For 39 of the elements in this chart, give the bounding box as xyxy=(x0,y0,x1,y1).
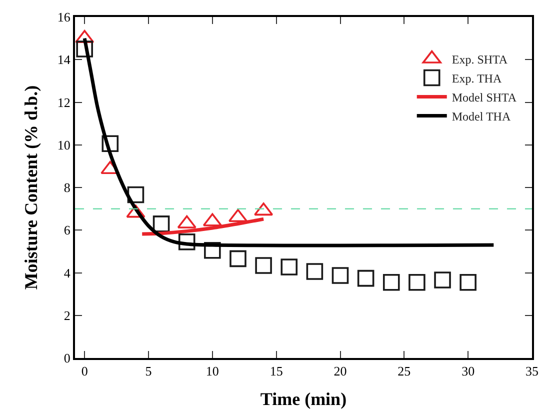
y-axis-title: Moisture Content (% d.b.) xyxy=(21,85,42,290)
legend-label: Model THA xyxy=(452,109,511,124)
y-tick-label: 4 xyxy=(64,265,71,280)
point xyxy=(255,257,272,274)
x-tick-label: 5 xyxy=(145,364,152,379)
point xyxy=(230,250,246,268)
point xyxy=(408,274,426,291)
point xyxy=(382,274,400,291)
legend-label: Exp. SHTA xyxy=(452,52,508,66)
point xyxy=(100,160,120,174)
x-tick-label: 30 xyxy=(462,364,475,379)
y-tick-label: 8 xyxy=(64,180,70,196)
point xyxy=(102,135,119,152)
x-axis-title: Time (min) xyxy=(260,389,347,410)
y-tick-label: 16 xyxy=(57,10,71,25)
y-tick-label: 0 xyxy=(64,350,70,366)
point xyxy=(204,242,221,259)
legend-label: Model SHTA xyxy=(452,90,517,104)
legend-label: Exp. THA xyxy=(452,71,502,86)
y-tick-label: 12 xyxy=(57,94,70,110)
y-tick-label: 2 xyxy=(64,308,70,323)
point xyxy=(280,258,298,276)
x-tick-label: 10 xyxy=(206,364,219,379)
point xyxy=(434,272,451,288)
point xyxy=(152,216,170,232)
point xyxy=(127,186,144,204)
y-tick-label: 10 xyxy=(57,137,70,152)
point xyxy=(332,267,349,284)
point xyxy=(306,263,324,280)
x-tick-label: 25 xyxy=(398,364,411,379)
x-tick-label: 35 xyxy=(526,364,538,379)
y-tick-label: 14 xyxy=(57,52,71,68)
point xyxy=(178,233,196,250)
x-tick-label: 0 xyxy=(81,364,88,379)
point xyxy=(460,274,476,291)
x-tick-label: 20 xyxy=(334,364,347,379)
point xyxy=(357,270,374,287)
y-tick-label: 6 xyxy=(64,222,71,238)
x-tick-label: 15 xyxy=(270,364,283,379)
